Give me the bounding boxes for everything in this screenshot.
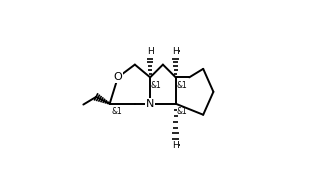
Text: &1: &1 [151,81,162,89]
Text: H: H [147,47,154,55]
Text: N: N [146,99,154,109]
Text: &1: &1 [176,81,187,89]
Text: &1: &1 [111,107,122,116]
Text: H: H [172,47,179,55]
Text: &1: &1 [176,107,187,116]
Text: O: O [114,72,122,82]
Text: H: H [172,141,179,150]
